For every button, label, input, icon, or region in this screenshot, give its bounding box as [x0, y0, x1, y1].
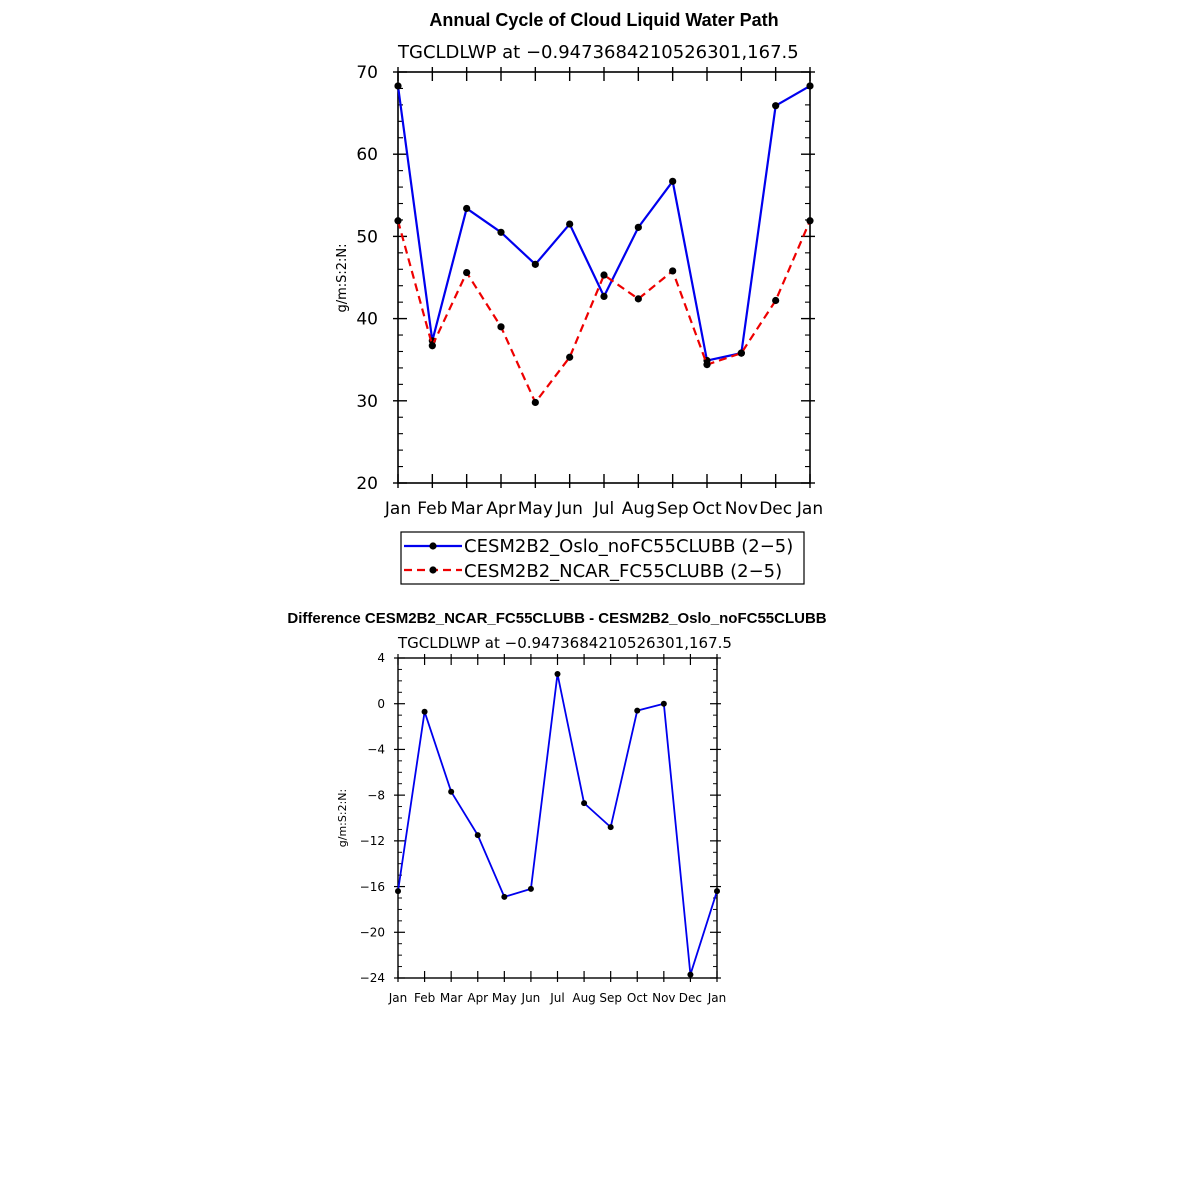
x-tick-label: Oct	[692, 499, 722, 519]
x-tick-label: Jun	[521, 991, 541, 1005]
x-tick-label: Aug	[622, 499, 655, 519]
data-point	[687, 971, 694, 978]
x-tick-label: Nov	[725, 499, 758, 519]
x-tick-label: Oct	[627, 991, 648, 1005]
data-point	[531, 398, 539, 407]
data-point	[395, 888, 401, 895]
y-tick-label: 60	[356, 145, 378, 165]
data-point	[474, 832, 481, 839]
plot-frame: Jan Feb Mar Apr May Jun Jul Aug Sep Oct Nov Dec Jan2…	[356, 63, 823, 519]
data-point	[600, 292, 608, 301]
data-point	[428, 342, 436, 350]
data-point	[634, 295, 642, 303]
x-tick-label: May	[492, 991, 517, 1005]
data-point	[634, 223, 642, 231]
y-axis-label: g/m:S:2:N:	[335, 243, 350, 312]
legend-box	[400, 531, 805, 585]
data-point	[448, 788, 455, 795]
data-point	[497, 323, 505, 331]
y-tick-label: 50	[356, 227, 378, 247]
data-point	[703, 361, 711, 369]
x-tick-label: Nov	[652, 991, 675, 1005]
data-point	[772, 296, 780, 305]
data-point	[634, 707, 641, 714]
y-tick-label: −20	[360, 925, 385, 939]
y-tick-label: −12	[360, 834, 385, 848]
data-point	[421, 708, 428, 715]
y-tick-label: 20	[356, 474, 378, 494]
chart-subtitle: TGCLDLWP at −0.9473684210526301,167.5	[397, 42, 799, 63]
data-point	[772, 102, 780, 110]
x-tick-label: Jan	[388, 991, 408, 1005]
data-point	[806, 217, 814, 225]
data-point	[501, 893, 508, 900]
data-point	[607, 824, 614, 831]
x-tick-label: Jun	[555, 499, 583, 519]
x-tick-label: Jan	[384, 499, 411, 519]
x-tick-label: Dec	[759, 499, 792, 519]
y-tick-label: −16	[360, 880, 385, 894]
legend-label-ncar: CESM2B2_NCAR_FC55CLUBB (2−5)	[464, 561, 782, 582]
legend-marker-ncar	[429, 566, 437, 574]
series-group	[395, 671, 720, 978]
data-point	[463, 204, 471, 213]
data-point	[714, 888, 720, 895]
data-point	[527, 885, 534, 892]
y-tick-label: 4	[377, 651, 385, 665]
chart-subtitle: TGCLDLWP at −0.9473684210526301,167.5	[397, 634, 732, 652]
chart-title: Difference CESM2B2_NCAR_FC55CLUBB - CESM…	[287, 610, 826, 627]
x-tick-label: Feb	[417, 499, 447, 519]
data-point	[669, 267, 677, 275]
y-tick-label: 0	[377, 697, 385, 711]
series-line-0	[397, 673, 718, 976]
data-point	[463, 268, 471, 277]
x-tick-label: Mar	[440, 991, 463, 1005]
y-tick-label: 30	[356, 392, 378, 412]
data-point	[394, 217, 402, 225]
y-tick-label: −8	[367, 788, 385, 802]
series-line-0	[396, 85, 811, 362]
data-point	[600, 271, 608, 279]
series-group	[394, 82, 814, 407]
difference-chart: Difference CESM2B2_NCAR_FC55CLUBB - CESM…	[287, 610, 826, 1005]
data-point	[669, 177, 677, 185]
y-tick-label: 70	[356, 63, 378, 83]
plot-border	[397, 657, 718, 979]
y-axis-label: g/m:S:2:N:	[336, 789, 349, 847]
data-point	[737, 349, 745, 357]
y-tick-label: −24	[360, 971, 385, 985]
data-point	[531, 260, 539, 268]
x-tick-label: Jan	[796, 499, 823, 519]
x-tick-label: Jan	[707, 991, 727, 1005]
y-tick-label: −4	[367, 743, 385, 757]
data-point	[394, 82, 402, 90]
data-point	[581, 800, 588, 807]
legend: CESM2B2_Oslo_noFC55CLUBB (2−5) CESM2B2_N…	[400, 531, 805, 585]
x-tick-label: Feb	[414, 991, 435, 1005]
x-tick-label: Aug	[572, 991, 595, 1005]
x-tick-label: Jul	[593, 499, 615, 519]
data-point	[806, 82, 814, 90]
data-point	[554, 671, 561, 677]
legend-label-oslo: CESM2B2_Oslo_noFC55CLUBB (2−5)	[464, 536, 793, 557]
chart-title: Annual Cycle of Cloud Liquid Water Path	[429, 10, 778, 30]
x-tick-label: Mar	[451, 499, 483, 519]
legend-marker-oslo	[429, 542, 437, 550]
plot-frame: Jan Feb Mar Apr May Jun Jul Aug Sep Oct Nov Dec Jan−…	[360, 651, 727, 1005]
annual-cycle-chart: Annual Cycle of Cloud Liquid Water Path …	[335, 10, 823, 585]
x-tick-label: Jul	[549, 991, 564, 1005]
y-tick-label: 40	[356, 310, 378, 330]
data-point	[660, 700, 667, 707]
x-tick-label: Apr	[467, 991, 488, 1005]
x-tick-label: Dec	[679, 991, 702, 1005]
x-tick-label: Sep	[657, 499, 689, 519]
data-point	[566, 353, 574, 361]
data-point	[497, 228, 505, 236]
x-tick-label: May	[518, 499, 553, 519]
data-point	[566, 220, 574, 228]
x-tick-label: Sep	[599, 991, 622, 1005]
x-tick-label: Apr	[486, 499, 515, 519]
